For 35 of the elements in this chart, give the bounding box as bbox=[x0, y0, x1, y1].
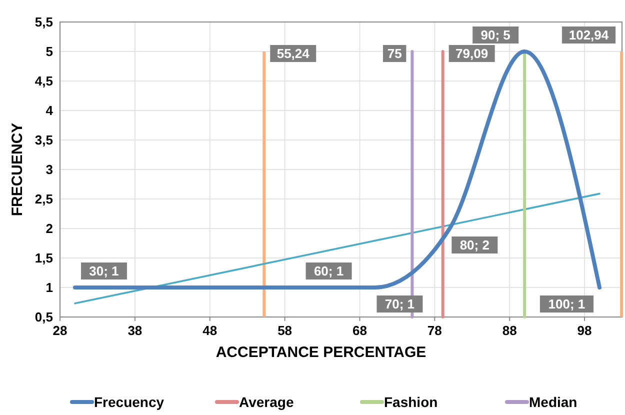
x-tick-label: 88 bbox=[502, 323, 517, 338]
y-tick-label: 5 bbox=[46, 44, 53, 59]
legend-label: Average bbox=[239, 394, 294, 410]
y-tick-label: 4 bbox=[46, 103, 54, 118]
annotation: 79,09 bbox=[456, 46, 488, 61]
x-tick-label: 58 bbox=[278, 323, 292, 338]
x-tick-label: 78 bbox=[427, 323, 442, 338]
x-tick-label: 68 bbox=[352, 323, 367, 338]
x-tick-label: 48 bbox=[202, 323, 218, 338]
data-label: 70; 1 bbox=[384, 296, 415, 312]
y-tick-label: 1 bbox=[46, 280, 53, 295]
data-label: 80; 2 bbox=[460, 238, 490, 252]
data-label: 90; 5 bbox=[480, 28, 510, 42]
y-tick-label: 2,5 bbox=[34, 192, 53, 206]
x-axis-title: ACCEPTANCE PERCENTAGE bbox=[216, 344, 426, 361]
y-tick-label: 0,5 bbox=[34, 310, 53, 324]
y-tick-label: 3 bbox=[46, 162, 53, 177]
y-tick-label: 1,5 bbox=[34, 250, 53, 266]
legend-label: Median bbox=[529, 394, 578, 410]
data-label: 100; 1 bbox=[548, 296, 586, 312]
y-tick-label: 2 bbox=[46, 221, 53, 236]
legend-label: Frecuency bbox=[94, 394, 164, 410]
x-tick-label: 28 bbox=[52, 323, 68, 338]
data-label: 30; 1 bbox=[89, 264, 119, 278]
data-label: 60; 1 bbox=[314, 264, 344, 278]
y-tick-label: 3,5 bbox=[34, 132, 53, 148]
y-tick-label: 5,5 bbox=[34, 14, 53, 30]
y-axis-title: FRECUENCY bbox=[9, 122, 26, 216]
x-tick-label: 38 bbox=[128, 323, 142, 338]
x-tick-label: 98 bbox=[577, 323, 592, 338]
legend-label: Fashion bbox=[384, 394, 438, 410]
ref-line-label: 55,24 bbox=[276, 46, 310, 61]
y-tick-label: 4,5 bbox=[34, 74, 53, 88]
annotation: 75 bbox=[387, 46, 402, 61]
ref-line-label: 102,94 bbox=[568, 28, 610, 42]
